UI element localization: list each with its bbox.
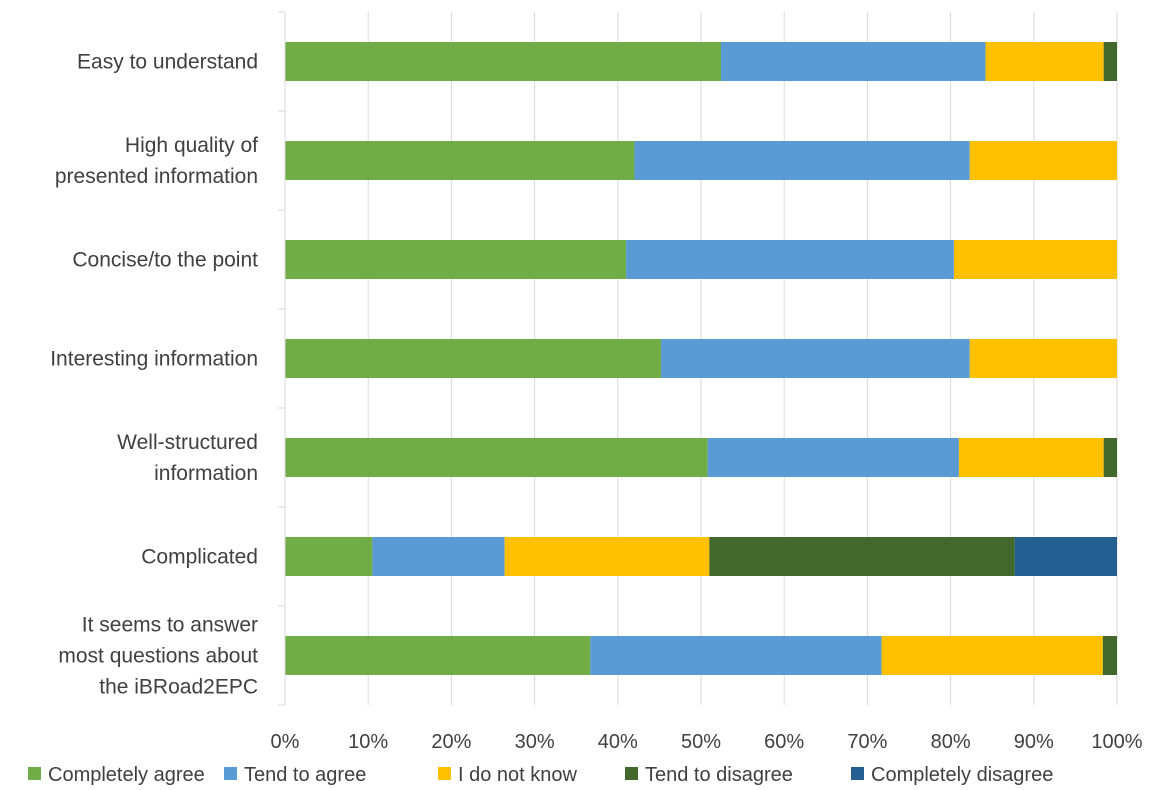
bar-segment (285, 438, 708, 477)
legend: Completely agree Tend to agree I do not kn… (28, 764, 1053, 786)
x-tick-label: 50% (681, 731, 721, 753)
bar-segment (590, 636, 882, 675)
bar-segment (661, 339, 970, 378)
bar-segment (1103, 42, 1117, 81)
bar-segment (372, 537, 505, 576)
bar-segment (720, 42, 986, 81)
category-label: Concise/to the point (72, 249, 258, 272)
bar-segment (285, 339, 662, 378)
bars (285, 42, 1117, 675)
legend-swatch (224, 767, 237, 780)
bar-segment (953, 240, 1117, 279)
bar-segment (504, 537, 710, 576)
x-tick-label: 10% (348, 731, 388, 753)
x-tick-label: 70% (847, 731, 887, 753)
legend-label: Completely disagree (871, 764, 1053, 786)
category-label: Easy to understand (77, 51, 258, 74)
category-label: Complicated (141, 546, 258, 569)
category-label: High quality of presented information (55, 134, 258, 188)
category-label: It seems to answer most questions about th… (58, 614, 258, 699)
bar-segment (958, 438, 1104, 477)
category-labels: Easy to understand High quality of present… (50, 51, 258, 699)
x-tick-label: 20% (431, 731, 471, 753)
x-tick-label: 30% (515, 731, 555, 753)
bar-segment (709, 537, 1015, 576)
category-label: Well-structured information (117, 431, 258, 485)
bar-segment (285, 240, 627, 279)
legend-swatch (438, 767, 451, 780)
bar-segment (634, 141, 970, 180)
x-tick-label: 0% (271, 731, 300, 753)
legend-label: Completely agree (48, 764, 205, 786)
legend-swatch (625, 767, 638, 780)
bar-segment (881, 636, 1103, 675)
legend-label: I do not know (458, 764, 578, 786)
bar-segment (285, 141, 635, 180)
x-tick-label: 80% (931, 731, 971, 753)
bar-segment (969, 339, 1117, 378)
legend-swatch (851, 767, 864, 780)
bar-segment (285, 537, 373, 576)
bar-segment (985, 42, 1104, 81)
category-axis (278, 11, 286, 706)
bar-segment (285, 636, 591, 675)
x-tick-labels: 0% 10% 20% 30% 40% 50% 60% 70% 80% 90% 100% (271, 731, 1143, 753)
x-tick-label: 40% (598, 731, 638, 753)
bar-segment (1103, 438, 1117, 477)
x-tick-label: 60% (764, 731, 804, 753)
category-label: Interesting information (50, 348, 258, 371)
bar-segment (707, 438, 959, 477)
legend-label: Tend to agree (244, 764, 366, 786)
legend-label: Tend to disagree (645, 764, 793, 786)
bar-segment (285, 42, 721, 81)
bar-segment (969, 141, 1117, 180)
bar-segment (1102, 636, 1117, 675)
legend-swatch (28, 767, 41, 780)
x-tick-label: 100% (1091, 731, 1142, 753)
bar-segment (1014, 537, 1117, 576)
x-tick-label: 90% (1014, 731, 1054, 753)
bar-segment (626, 240, 954, 279)
